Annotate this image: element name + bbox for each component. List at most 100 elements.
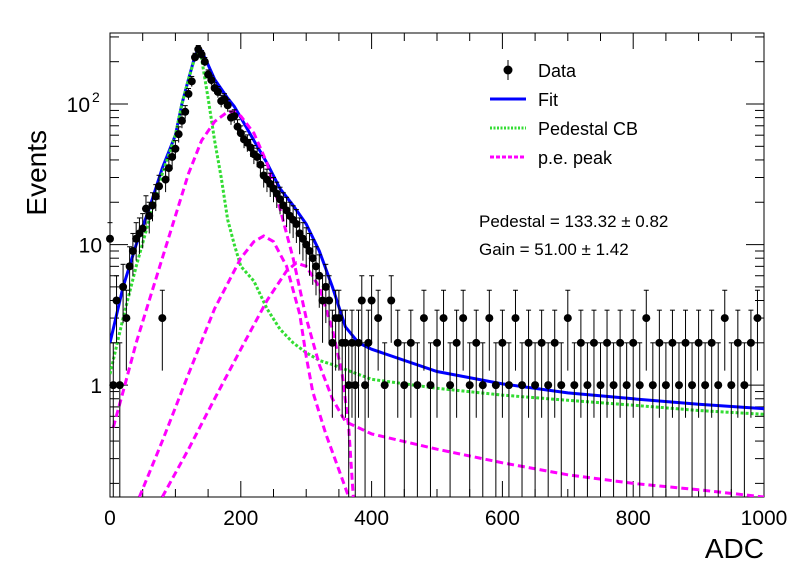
legend-marker (503, 65, 513, 75)
data-point (177, 113, 186, 129)
data-point (485, 289, 494, 371)
data-point (596, 342, 605, 497)
data-point (184, 88, 193, 100)
y-axis-title: Events (21, 130, 52, 216)
data-marker (233, 122, 242, 131)
data-point (622, 342, 631, 497)
data-point (302, 227, 311, 268)
data-marker (276, 195, 285, 204)
data-marker (364, 338, 373, 347)
data-marker (393, 338, 402, 347)
data-marker (151, 192, 160, 201)
axis-ticks (109, 33, 765, 497)
data-marker (115, 381, 124, 390)
data-point (312, 246, 321, 296)
x-axis-title: ADC (705, 533, 764, 564)
data-marker (128, 246, 137, 255)
data-point (292, 209, 301, 244)
data-point (642, 289, 651, 371)
data-point (504, 342, 513, 497)
data-point (213, 86, 222, 98)
data-marker (740, 381, 749, 390)
data-marker (557, 381, 566, 390)
data-marker (733, 338, 742, 347)
data-point (155, 174, 164, 200)
data-marker (622, 381, 631, 390)
data-point (341, 309, 350, 418)
data-marker (537, 338, 546, 347)
data-marker (465, 381, 474, 390)
data-marker (220, 95, 229, 104)
data-point (387, 275, 396, 343)
data-marker (161, 175, 170, 184)
data-marker (158, 314, 167, 323)
data-point (661, 342, 670, 497)
data-marker (681, 338, 690, 347)
data-point (733, 309, 742, 418)
data-point (524, 309, 533, 418)
data-marker (642, 314, 651, 323)
data-marker (145, 211, 154, 220)
data-point (518, 342, 527, 497)
data-marker (112, 296, 121, 305)
x-tick-label: 600 (485, 507, 520, 530)
data-marker (707, 338, 716, 347)
data-marker (318, 296, 327, 305)
data-point (707, 309, 716, 418)
data-marker (413, 381, 422, 390)
data-point (347, 309, 356, 418)
data-point (603, 309, 612, 418)
data-marker (563, 314, 572, 323)
data-point (181, 105, 190, 119)
data-point (305, 232, 314, 276)
data-point (187, 75, 196, 87)
data-point (720, 289, 729, 371)
x-tick-label: 0 (104, 507, 116, 530)
data-marker (187, 77, 196, 86)
data-point (325, 275, 334, 343)
data-point (357, 275, 366, 343)
data-point (583, 342, 592, 497)
data-point (681, 309, 690, 418)
data-marker (629, 338, 638, 347)
data-point (109, 342, 118, 497)
data-point (439, 289, 448, 371)
data-marker (485, 314, 494, 323)
data-point (498, 309, 507, 418)
data-point (740, 342, 749, 497)
data-marker (504, 381, 513, 390)
data-point (298, 222, 307, 261)
data-marker (315, 271, 324, 280)
data-point (367, 275, 376, 343)
y-tick-label: 10 (79, 235, 102, 258)
data-point (171, 140, 180, 159)
data-marker (230, 112, 239, 121)
data-marker (616, 338, 625, 347)
data-point (419, 289, 428, 371)
data-marker (531, 381, 540, 390)
data-point (191, 52, 200, 62)
data-marker (550, 338, 559, 347)
data-point (701, 342, 710, 497)
data-marker (361, 381, 370, 390)
legend-entry-pedestal-cb: Pedestal CB (490, 119, 638, 139)
data-marker (125, 262, 134, 271)
data-marker (256, 160, 265, 169)
data-marker (446, 381, 455, 390)
data-marker (727, 381, 736, 390)
data-point (406, 309, 415, 418)
x-tick-label: 800 (616, 507, 651, 530)
data-point (576, 309, 585, 418)
data-marker (589, 338, 598, 347)
data-point (674, 342, 683, 497)
x-tick-label: 400 (354, 507, 389, 530)
data-point (321, 263, 330, 324)
data-point (452, 309, 461, 418)
data-point (746, 309, 755, 418)
data-point (112, 275, 121, 343)
data-point (158, 289, 167, 371)
data-point (472, 309, 481, 418)
data-point (609, 342, 618, 497)
